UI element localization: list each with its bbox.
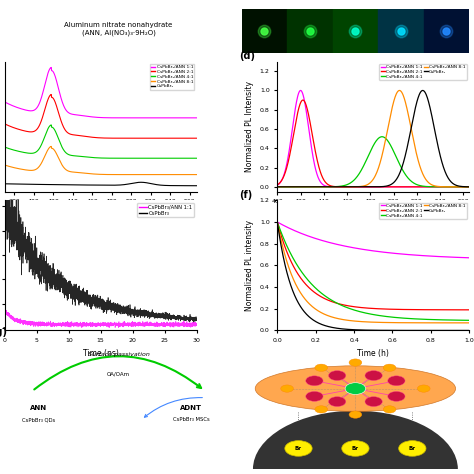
Legend: CsPbBr₃/ANN 1:1, CsPbBr₃: CsPbBr₃/ANN 1:1, CsPbBr₃ <box>137 203 194 217</box>
X-axis label: Time (ns): Time (ns) <box>83 349 118 358</box>
Bar <box>378 9 424 53</box>
Legend: CsPbBr₃/ANN 1:1, CsPbBr₃/ANN 2:1, CsPbBr₃/ANN 4:1, CsPbBr₃/ANN 8:1, CsPbBr₃: CsPbBr₃/ANN 1:1, CsPbBr₃/ANN 2:1, CsPbBr… <box>379 64 467 80</box>
Circle shape <box>349 359 362 366</box>
Circle shape <box>342 441 369 456</box>
Text: ANN: ANN <box>30 405 47 411</box>
Y-axis label: Normalized PL Intensity: Normalized PL Intensity <box>245 81 254 172</box>
Text: CsPbBr₃ MSCs: CsPbBr₃ MSCs <box>173 417 210 422</box>
Bar <box>424 9 469 53</box>
Bar <box>242 9 287 53</box>
Circle shape <box>388 376 405 386</box>
Circle shape <box>365 397 382 407</box>
Bar <box>333 9 378 53</box>
FancyArrowPatch shape <box>145 398 202 417</box>
Legend: CsPbBr₃/ANN 1:1, CsPbBr₃/ANN 2:1, CsPbBr₃/ANN 4:1, CsPbBr₃/ANN 8:1, CsPbBr₃: CsPbBr₃/ANN 1:1, CsPbBr₃/ANN 2:1, CsPbBr… <box>379 202 467 219</box>
Bar <box>287 9 333 53</box>
Legend: CsPbBr₃/ANN 1:1, CsPbBr₃/ANN 2:1, CsPbBr₃/ANN 4:1, CsPbBr₃/ANN 8:1, CsPbBr₃: CsPbBr₃/ANN 1:1, CsPbBr₃/ANN 2:1, CsPbBr… <box>149 64 194 90</box>
Y-axis label: Normalized PL intensity: Normalized PL intensity <box>245 220 254 311</box>
Text: OA/OAm: OA/OAm <box>107 372 130 377</box>
Text: Br: Br <box>352 446 359 451</box>
Text: (d): (d) <box>239 51 255 61</box>
Ellipse shape <box>255 366 456 411</box>
Circle shape <box>328 397 346 407</box>
Circle shape <box>417 385 430 392</box>
Circle shape <box>349 411 362 418</box>
X-axis label: Wavelength (nm): Wavelength (nm) <box>68 210 134 219</box>
Circle shape <box>345 383 365 394</box>
Circle shape <box>365 371 382 381</box>
Circle shape <box>306 392 323 401</box>
Text: CsPbBr₃ QDs: CsPbBr₃ QDs <box>22 417 55 422</box>
X-axis label: Time (h): Time (h) <box>357 349 389 358</box>
X-axis label: Wavelength (nm): Wavelength (nm) <box>340 210 406 219</box>
Text: (g): (g) <box>0 327 7 337</box>
Circle shape <box>399 441 426 456</box>
Text: (f): (f) <box>239 190 252 200</box>
Text: Surface passivation: Surface passivation <box>88 352 149 357</box>
Circle shape <box>388 392 405 401</box>
Text: Br: Br <box>409 446 416 451</box>
Circle shape <box>383 364 396 372</box>
Circle shape <box>306 376 323 386</box>
Circle shape <box>281 385 293 392</box>
Text: Br: Br <box>295 446 302 451</box>
Circle shape <box>383 406 396 413</box>
Text: ADNT: ADNT <box>181 405 202 411</box>
Circle shape <box>328 371 346 381</box>
Circle shape <box>315 406 328 413</box>
Wedge shape <box>253 410 458 469</box>
Text: Aluminum nitrate nonahydrate
(ANN, Al(NO₃)₃·9H₂O): Aluminum nitrate nonahydrate (ANN, Al(NO… <box>64 22 173 36</box>
FancyArrowPatch shape <box>34 356 201 390</box>
Circle shape <box>315 364 328 372</box>
Circle shape <box>285 441 312 456</box>
